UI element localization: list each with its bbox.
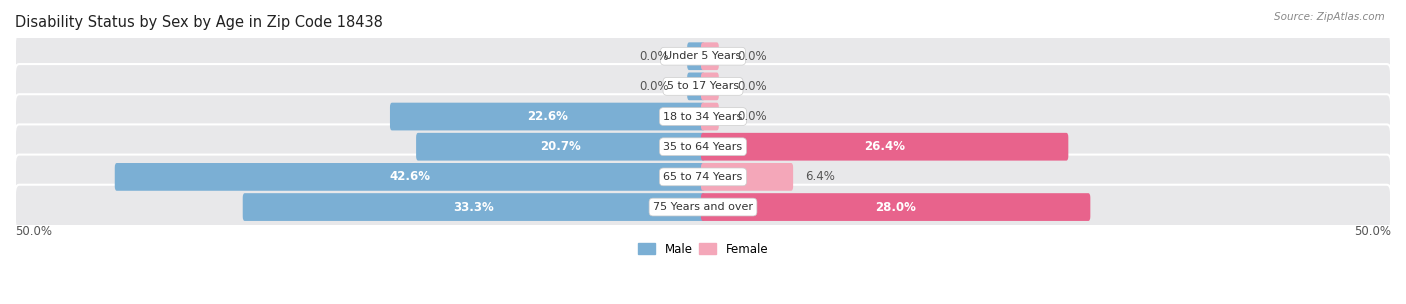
Text: 18 to 34 Years: 18 to 34 Years (664, 112, 742, 122)
FancyBboxPatch shape (15, 64, 1391, 109)
Text: 0.0%: 0.0% (638, 50, 669, 63)
FancyBboxPatch shape (15, 94, 1391, 139)
Text: 22.6%: 22.6% (527, 110, 568, 123)
FancyBboxPatch shape (702, 42, 718, 70)
Text: 0.0%: 0.0% (737, 50, 768, 63)
Text: 50.0%: 50.0% (15, 225, 52, 237)
Text: 33.3%: 33.3% (454, 201, 495, 214)
Text: 50.0%: 50.0% (1354, 225, 1391, 237)
FancyBboxPatch shape (115, 163, 704, 191)
Text: 65 to 74 Years: 65 to 74 Years (664, 172, 742, 182)
Text: Under 5 Years: Under 5 Years (665, 51, 741, 61)
Text: 42.6%: 42.6% (389, 171, 430, 183)
FancyBboxPatch shape (416, 133, 704, 161)
Text: 5 to 17 Years: 5 to 17 Years (666, 81, 740, 92)
Text: 35 to 64 Years: 35 to 64 Years (664, 142, 742, 152)
Text: 0.0%: 0.0% (638, 80, 669, 93)
Text: Disability Status by Sex by Age in Zip Code 18438: Disability Status by Sex by Age in Zip C… (15, 15, 382, 30)
Text: 28.0%: 28.0% (875, 201, 917, 214)
FancyBboxPatch shape (15, 124, 1391, 169)
Text: 26.4%: 26.4% (865, 140, 905, 153)
FancyBboxPatch shape (15, 154, 1391, 199)
FancyBboxPatch shape (702, 193, 1090, 221)
FancyBboxPatch shape (389, 103, 704, 130)
Text: 20.7%: 20.7% (540, 140, 581, 153)
Text: Source: ZipAtlas.com: Source: ZipAtlas.com (1274, 12, 1385, 22)
Text: 6.4%: 6.4% (804, 171, 835, 183)
Legend: Male, Female: Male, Female (633, 238, 773, 261)
FancyBboxPatch shape (688, 42, 704, 70)
Text: 75 Years and over: 75 Years and over (652, 202, 754, 212)
FancyBboxPatch shape (15, 34, 1391, 78)
FancyBboxPatch shape (688, 73, 704, 100)
FancyBboxPatch shape (702, 73, 718, 100)
FancyBboxPatch shape (243, 193, 704, 221)
FancyBboxPatch shape (702, 103, 718, 130)
FancyBboxPatch shape (15, 185, 1391, 230)
Text: 0.0%: 0.0% (737, 110, 768, 123)
Text: 0.0%: 0.0% (737, 80, 768, 93)
FancyBboxPatch shape (702, 163, 793, 191)
FancyBboxPatch shape (702, 133, 1069, 161)
